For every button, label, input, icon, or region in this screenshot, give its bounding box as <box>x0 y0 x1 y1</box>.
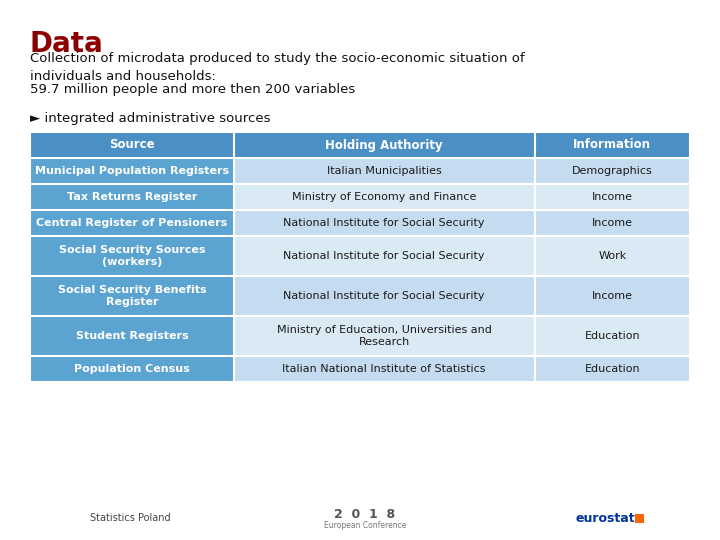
Bar <box>234 132 534 158</box>
Bar <box>234 158 534 184</box>
Text: Education: Education <box>585 331 640 341</box>
Text: Ministry of Economy and Finance: Ministry of Economy and Finance <box>292 192 477 202</box>
Text: Income: Income <box>592 218 633 228</box>
Text: Statistics Poland: Statistics Poland <box>90 513 171 523</box>
Bar <box>234 316 534 356</box>
Text: Collection of microdata produced to study the socio-economic situation of
indivi: Collection of microdata produced to stud… <box>30 52 525 83</box>
Bar <box>30 210 234 236</box>
Bar <box>234 184 534 210</box>
Bar <box>534 276 690 316</box>
Bar <box>30 316 234 356</box>
Text: Information: Information <box>573 138 652 152</box>
Text: National Institute for Social Security: National Institute for Social Security <box>284 291 485 301</box>
Bar <box>534 356 690 382</box>
Text: National Institute for Social Security: National Institute for Social Security <box>284 251 485 261</box>
Bar <box>234 276 534 316</box>
Text: Population Census: Population Census <box>74 364 190 374</box>
Bar <box>534 316 690 356</box>
Text: National Institute for Social Security: National Institute for Social Security <box>284 218 485 228</box>
Text: Tax Returns Register: Tax Returns Register <box>67 192 197 202</box>
Bar <box>30 236 234 276</box>
Bar <box>534 210 690 236</box>
Text: 2  0  1  8: 2 0 1 8 <box>334 509 395 522</box>
Text: Central Register of Pensioners: Central Register of Pensioners <box>36 218 228 228</box>
Bar <box>534 236 690 276</box>
Bar <box>30 276 234 316</box>
Bar <box>534 132 690 158</box>
Text: Education: Education <box>585 364 640 374</box>
Text: Italian National Institute of Statistics: Italian National Institute of Statistics <box>282 364 486 374</box>
Text: Source: Source <box>109 138 155 152</box>
Text: Social Security Benefits
Register: Social Security Benefits Register <box>58 285 206 307</box>
Bar <box>30 184 234 210</box>
Text: Italian Municipalities: Italian Municipalities <box>327 166 441 176</box>
Text: Work: Work <box>598 251 626 261</box>
Text: Income: Income <box>592 192 633 202</box>
Bar <box>534 158 690 184</box>
Bar <box>234 210 534 236</box>
Bar <box>635 514 644 523</box>
Text: Student Registers: Student Registers <box>76 331 188 341</box>
Bar <box>30 158 234 184</box>
Bar <box>30 356 234 382</box>
Bar <box>234 236 534 276</box>
Bar <box>534 184 690 210</box>
Text: ► integrated administrative sources: ► integrated administrative sources <box>30 112 271 125</box>
Text: Municipal Population Registers: Municipal Population Registers <box>35 166 229 176</box>
Text: 59.7 million people and more then 200 variables: 59.7 million people and more then 200 va… <box>30 83 355 96</box>
Bar <box>234 356 534 382</box>
Text: Income: Income <box>592 291 633 301</box>
Bar <box>30 132 234 158</box>
Text: Ministry of Education, Universities and
Research: Ministry of Education, Universities and … <box>276 325 492 347</box>
Bar <box>30 132 690 382</box>
Text: Data: Data <box>30 30 104 58</box>
Text: Holding Authority: Holding Authority <box>325 138 443 152</box>
Text: Social Security Sources
(workers): Social Security Sources (workers) <box>59 245 205 267</box>
Text: eurostat: eurostat <box>575 511 635 524</box>
Text: European Conference: European Conference <box>324 522 406 530</box>
Text: Demographics: Demographics <box>572 166 652 176</box>
